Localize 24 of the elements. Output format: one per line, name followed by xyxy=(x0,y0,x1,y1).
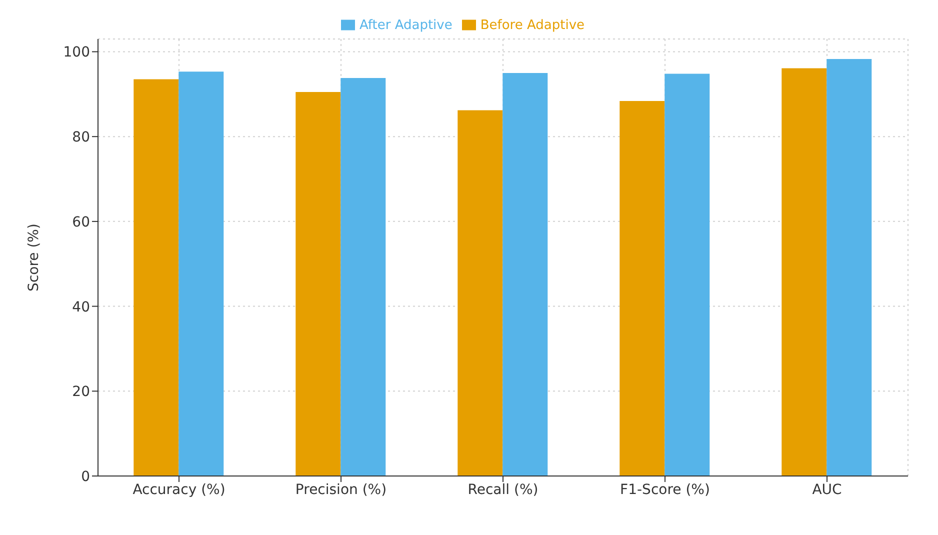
y-tick-label: 60 xyxy=(72,214,90,230)
y-tick-label: 40 xyxy=(72,299,90,316)
x-tick-label: AUC xyxy=(812,482,842,498)
bar xyxy=(296,92,341,476)
bar xyxy=(134,79,179,476)
x-tick-label: F1-Score (%) xyxy=(620,482,710,498)
y-axis-title: Score (%) xyxy=(26,224,42,292)
bar xyxy=(458,110,503,476)
x-tick-label: Recall (%) xyxy=(468,482,538,498)
x-tick-label: Precision (%) xyxy=(295,482,387,498)
legend-label: Before Adaptive xyxy=(480,18,585,33)
bar xyxy=(178,72,224,476)
y-tick-label: 100 xyxy=(63,44,90,61)
bar xyxy=(340,78,386,476)
y-tick-label: 0 xyxy=(81,468,90,485)
bar xyxy=(826,58,872,476)
bar xyxy=(664,74,710,476)
bar xyxy=(782,68,827,476)
y-tick-label: 20 xyxy=(72,384,90,400)
bar xyxy=(502,72,548,476)
legend-label: After Adaptive xyxy=(359,18,452,33)
bar xyxy=(620,100,665,476)
y-tick-label: 80 xyxy=(72,130,90,146)
x-tick-label: Accuracy (%) xyxy=(132,482,226,498)
